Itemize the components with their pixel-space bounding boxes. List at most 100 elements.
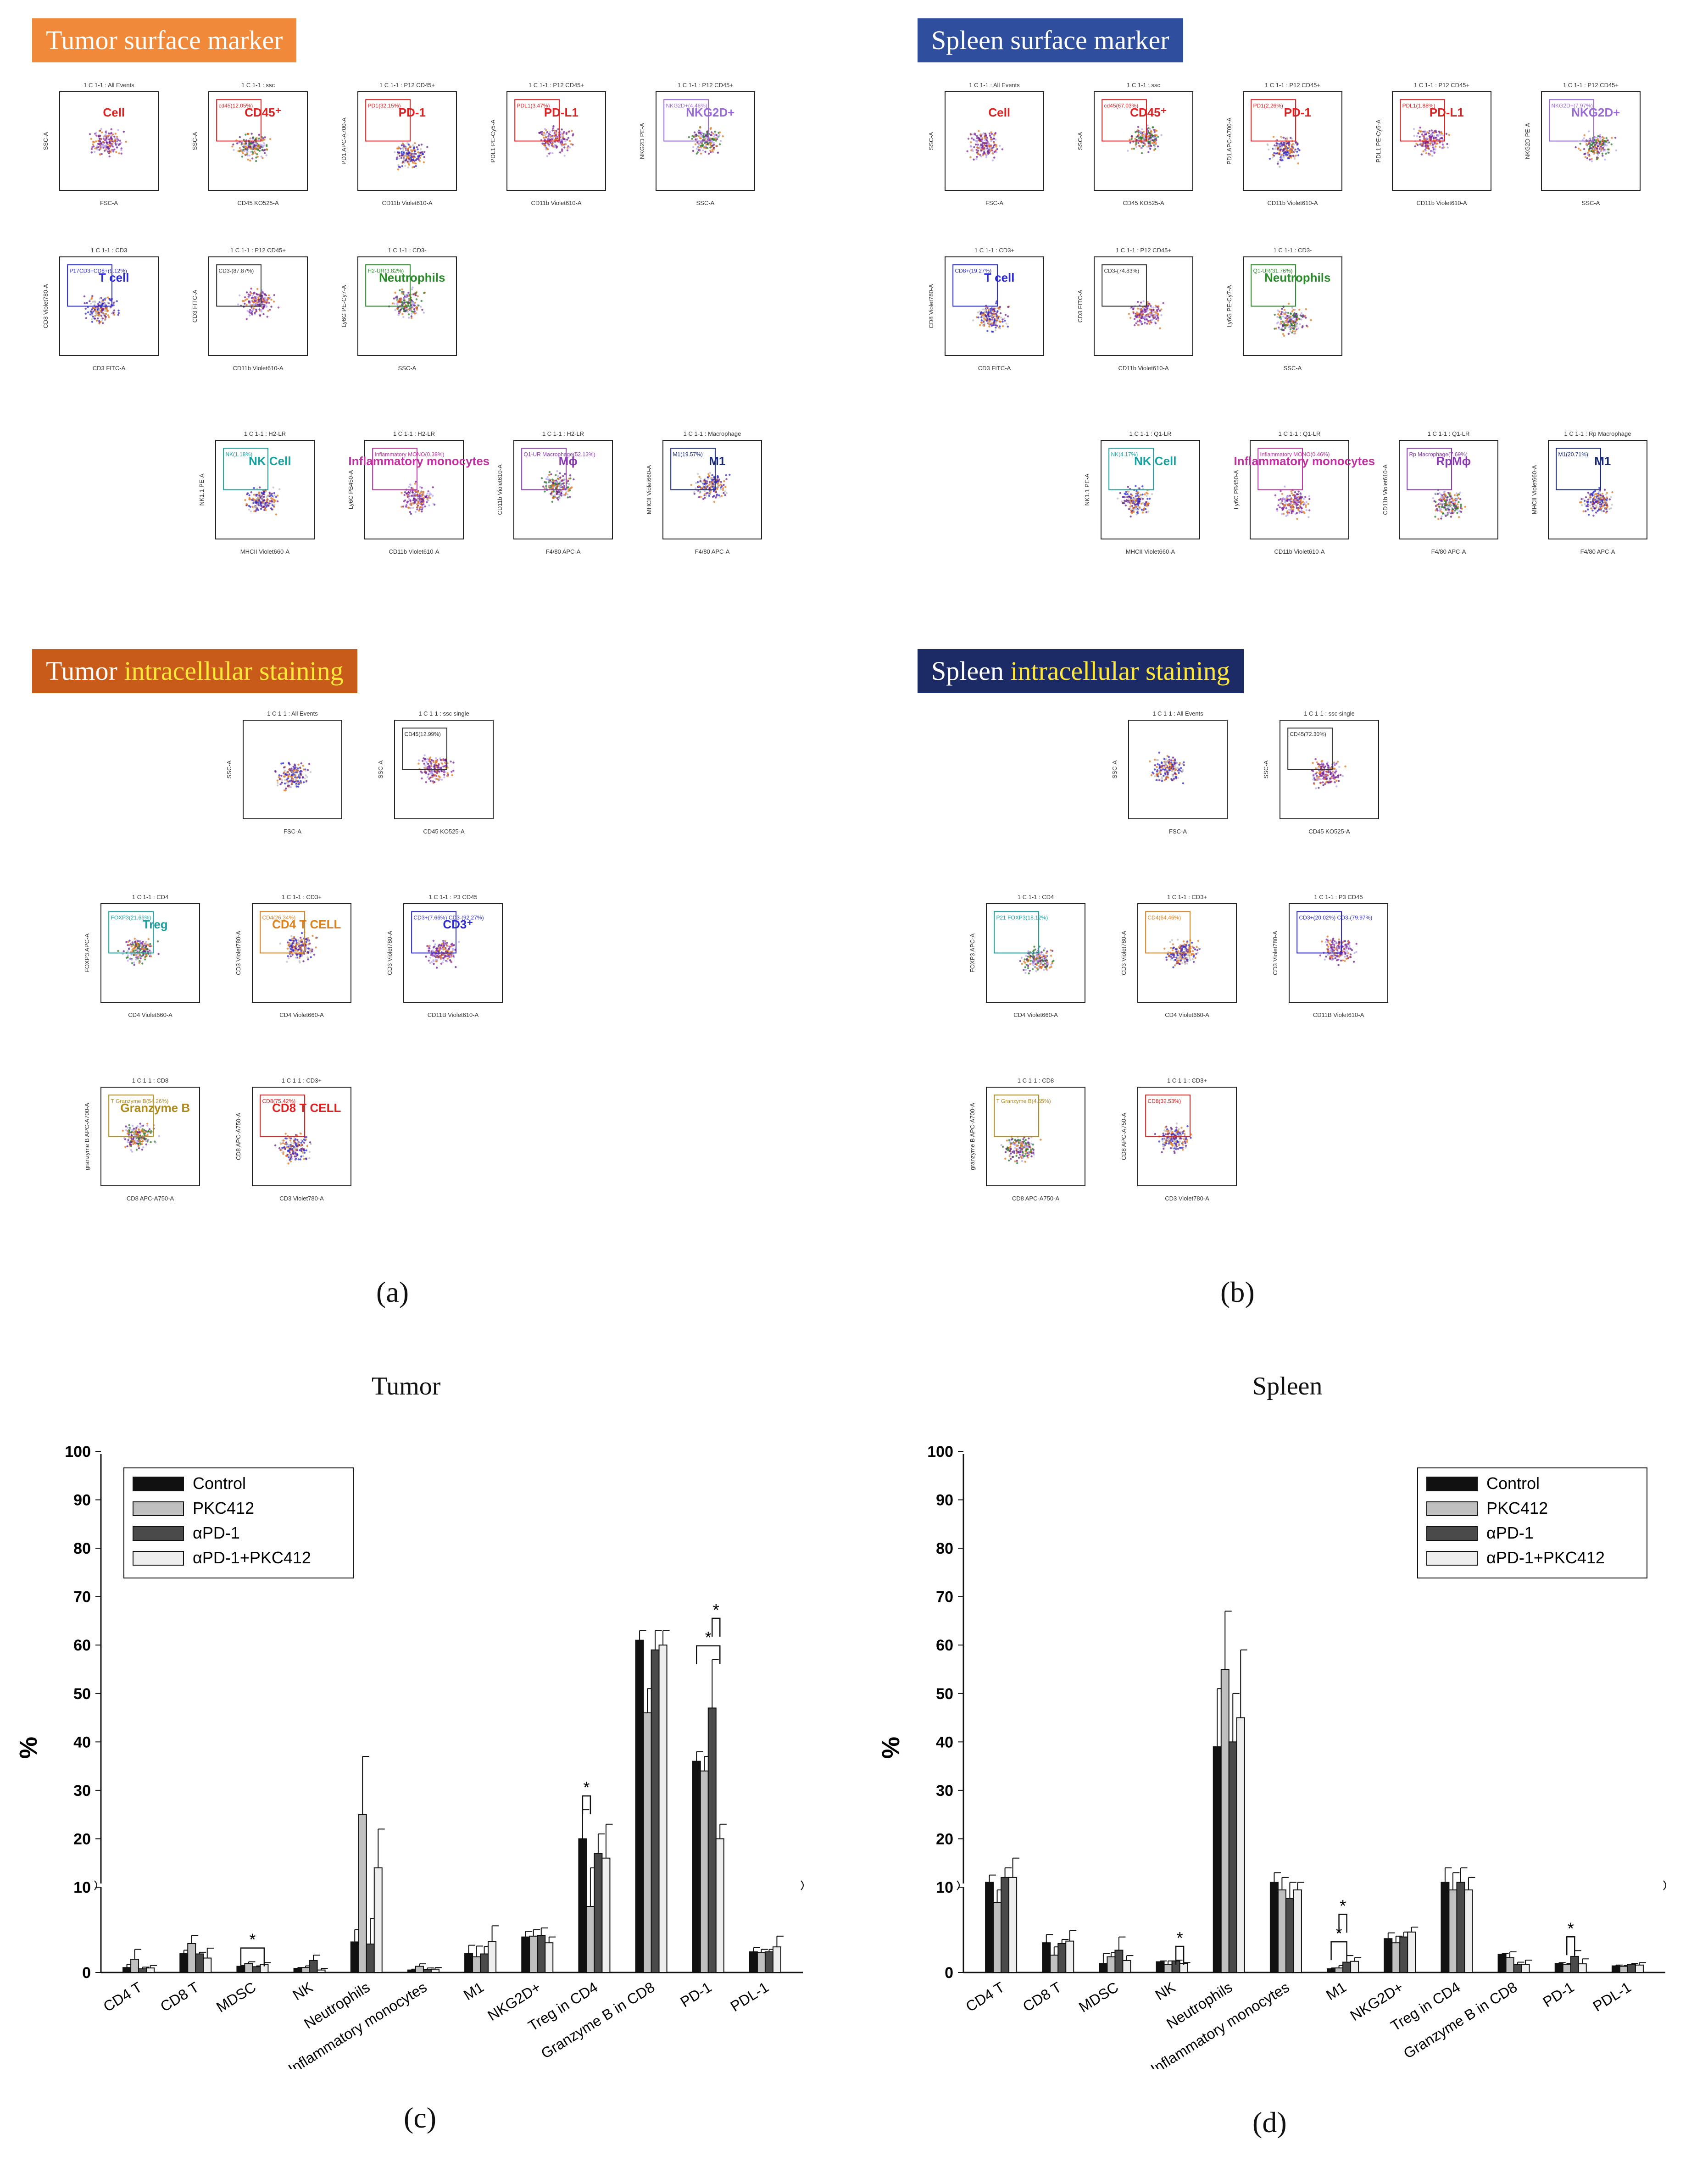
event-dot bbox=[981, 322, 983, 324]
event-dot bbox=[719, 486, 722, 489]
event-dot bbox=[270, 306, 273, 308]
event-dot bbox=[410, 304, 412, 306]
event-dot bbox=[267, 298, 270, 300]
event-dot bbox=[553, 129, 556, 132]
event-dot bbox=[1606, 496, 1608, 499]
event-dot bbox=[985, 142, 987, 144]
b-surface-plot-11-x-axis-title: F4/80 APC-A bbox=[1580, 548, 1615, 555]
event-dot bbox=[1458, 501, 1460, 503]
event-dot bbox=[1128, 490, 1130, 493]
event-dot bbox=[720, 488, 722, 490]
event-dot bbox=[1305, 308, 1307, 311]
event-dot bbox=[1438, 130, 1441, 133]
event-dot bbox=[435, 761, 438, 763]
event-dot bbox=[452, 761, 455, 764]
b-surface-plot-6: 1 C 1-1 : P12 CD45+CD3-(74.83%)CD11b Vio… bbox=[1077, 247, 1193, 372]
event-dot bbox=[542, 485, 545, 488]
event-dot bbox=[247, 492, 249, 494]
event-dot bbox=[300, 762, 302, 765]
event-dot bbox=[1440, 496, 1442, 498]
event-dot bbox=[695, 138, 697, 140]
event-dot bbox=[1588, 130, 1590, 133]
a-surface-plot-6: 1 C 1-1 : P12 CD45+CD3-(87.87%)CD11b Vio… bbox=[191, 247, 308, 372]
event-dot bbox=[1145, 511, 1147, 513]
event-dot bbox=[89, 313, 91, 316]
a-surface-plot-10-x-axis-title: F4/80 APC-A bbox=[546, 548, 581, 555]
event-dot bbox=[701, 149, 704, 152]
event-dot bbox=[1437, 518, 1440, 520]
event-dot bbox=[995, 302, 997, 305]
event-dot bbox=[258, 492, 260, 494]
event-dot bbox=[253, 499, 256, 501]
event-dot bbox=[412, 506, 414, 509]
event-dot bbox=[259, 486, 261, 489]
event-dot bbox=[566, 493, 569, 496]
event-dot bbox=[1591, 143, 1594, 145]
event-dot bbox=[1603, 489, 1606, 491]
event-dot bbox=[996, 307, 999, 310]
event-dot bbox=[253, 494, 255, 496]
event-dot bbox=[117, 129, 119, 131]
event-dot bbox=[1131, 505, 1134, 507]
event-dot bbox=[108, 155, 111, 158]
event-dot bbox=[544, 481, 546, 483]
event-dot bbox=[1159, 310, 1161, 312]
event-dot bbox=[563, 485, 566, 487]
event-dot bbox=[277, 784, 279, 787]
event-dot bbox=[1152, 311, 1154, 313]
a-ics-plot-0-x-axis-title: FSC-A bbox=[284, 828, 301, 835]
event-dot bbox=[424, 760, 427, 762]
event-dot bbox=[1589, 496, 1591, 498]
event-dot bbox=[1604, 501, 1606, 503]
event-dot bbox=[104, 299, 106, 301]
event-dot bbox=[554, 494, 556, 496]
event-dot bbox=[424, 764, 427, 767]
event-dot bbox=[405, 506, 407, 508]
event-dot bbox=[1437, 503, 1440, 506]
event-dot bbox=[709, 143, 712, 145]
event-dot bbox=[1280, 327, 1283, 329]
event-dot bbox=[108, 132, 110, 135]
event-dot bbox=[248, 505, 250, 507]
event-dot bbox=[257, 147, 260, 150]
event-dot bbox=[1138, 139, 1140, 141]
event-dot bbox=[243, 146, 245, 149]
event-dot bbox=[269, 309, 271, 311]
a-surface-plot-6-y-axis-title: CD3 FITC-A bbox=[191, 289, 198, 322]
event-dot bbox=[104, 145, 106, 147]
event-dot bbox=[548, 133, 550, 135]
event-dot bbox=[1600, 145, 1602, 148]
a-surface-plot-9-events bbox=[401, 480, 436, 515]
event-dot bbox=[268, 301, 270, 304]
event-dot bbox=[699, 135, 702, 137]
event-dot bbox=[1289, 324, 1291, 327]
event-dot bbox=[694, 143, 697, 145]
b-surface-plot-2-y-axis-title: PD1 APC-A700-A bbox=[1226, 117, 1233, 165]
event-dot bbox=[107, 144, 109, 146]
event-dot bbox=[409, 511, 411, 513]
event-dot bbox=[715, 134, 718, 136]
event-dot bbox=[263, 491, 266, 493]
event-dot bbox=[406, 142, 409, 144]
event-dot bbox=[261, 157, 264, 159]
event-dot bbox=[265, 504, 267, 506]
event-dot bbox=[116, 138, 118, 140]
event-dot bbox=[1141, 502, 1143, 505]
event-dot bbox=[254, 152, 256, 155]
event-dot bbox=[418, 508, 421, 511]
event-dot bbox=[1591, 509, 1594, 512]
event-dot bbox=[252, 151, 254, 154]
event-dot bbox=[247, 133, 250, 135]
event-dot bbox=[420, 154, 423, 156]
event-dot bbox=[260, 145, 262, 148]
event-dot bbox=[116, 300, 118, 302]
event-dot bbox=[551, 490, 553, 493]
event-dot bbox=[983, 147, 985, 150]
event-dot bbox=[1442, 134, 1444, 137]
event-dot bbox=[1599, 140, 1602, 143]
event-dot bbox=[1007, 306, 1009, 308]
event-dot bbox=[86, 302, 88, 304]
event-dot bbox=[1004, 319, 1006, 322]
event-dot bbox=[290, 767, 293, 770]
